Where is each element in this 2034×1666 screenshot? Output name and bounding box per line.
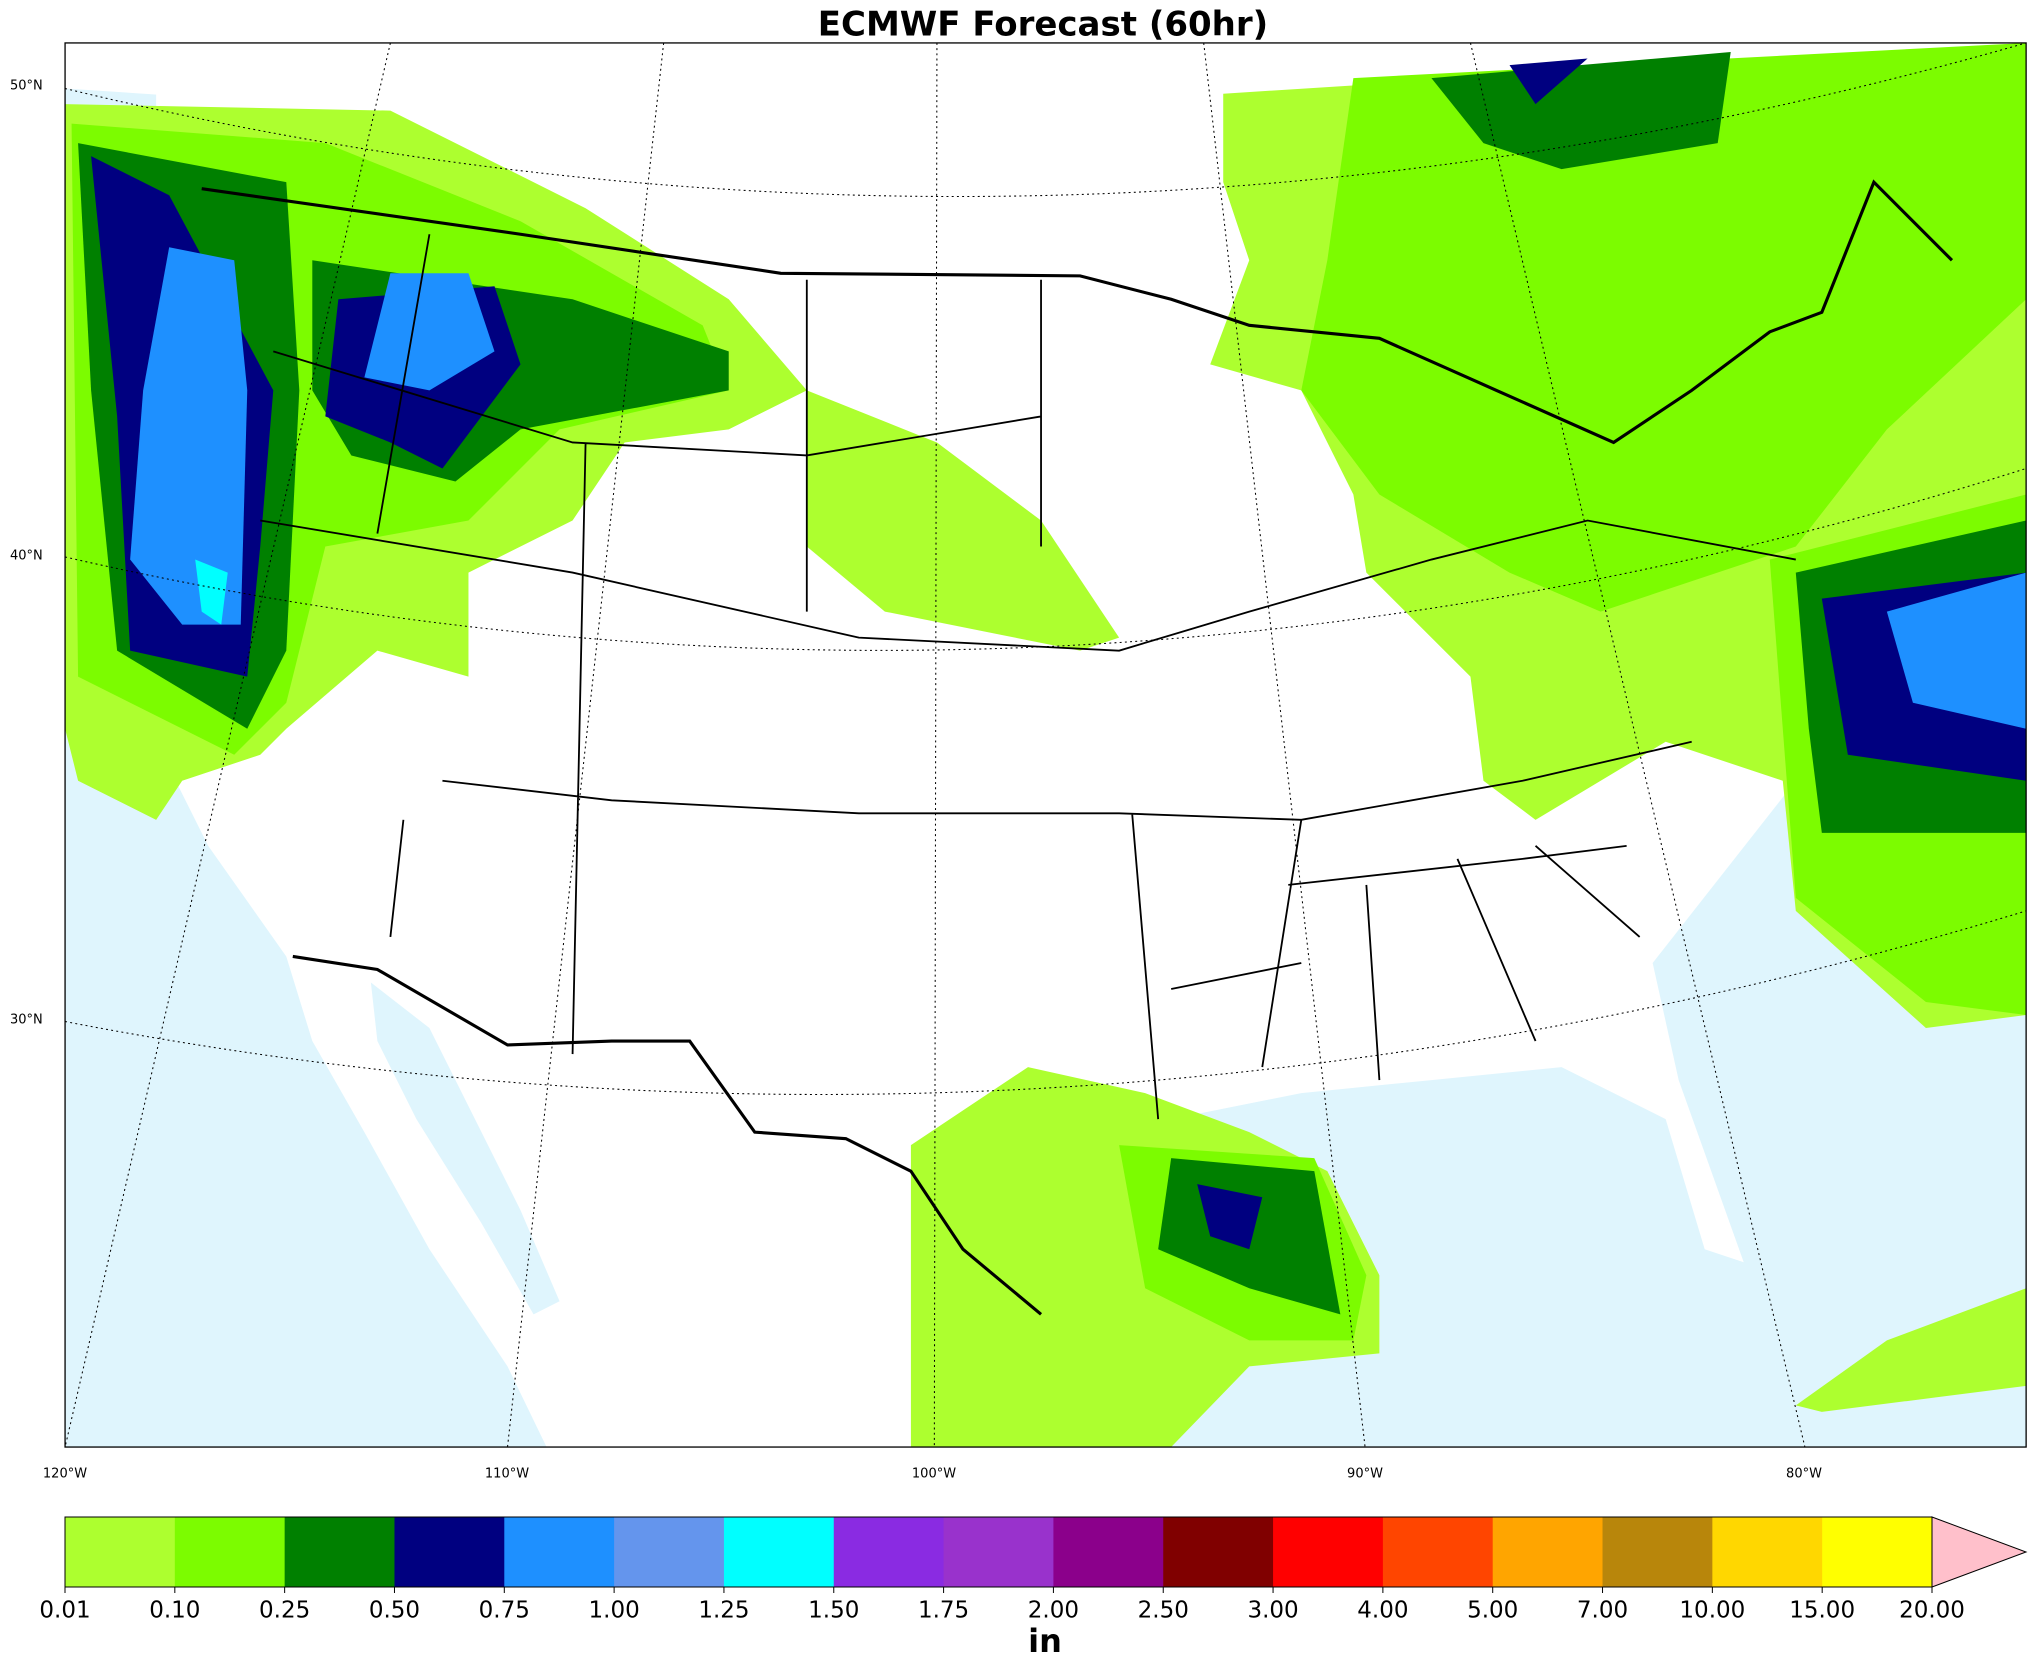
colorbar-tick-label: 0.25 xyxy=(259,1598,310,1624)
colorbar-segment xyxy=(1382,1517,1494,1587)
lat-label: 30°N xyxy=(10,1013,43,1028)
lon-label: 90°W xyxy=(1347,1467,1383,1482)
precip-fields xyxy=(65,42,2027,1448)
lat-label: 40°N xyxy=(10,549,43,564)
colorbar-tick-label: 20.00 xyxy=(1899,1598,1965,1624)
lon-label: 110°W xyxy=(485,1467,529,1482)
colorbar-segment xyxy=(1822,1517,1933,1587)
colorbar-tick-label: 1.75 xyxy=(918,1598,969,1624)
colorbar: 0.01 0.10 0.25 0.50 0.75 1.00 1.25 1.50 1.75 2.00… xyxy=(39,1516,2028,1624)
colorbar-tick-label: 1.50 xyxy=(808,1598,859,1624)
colorbar-segment xyxy=(1053,1517,1164,1587)
title: ECMWF Forecast (60hr) xyxy=(818,5,1268,45)
colorbar-segment xyxy=(174,1517,286,1587)
colorbar-tick-label: 3.00 xyxy=(1247,1598,1298,1624)
map-frame xyxy=(64,42,2027,1448)
colorbar-tick-label: 4.00 xyxy=(1357,1598,1408,1624)
colorbar-segment xyxy=(504,1517,615,1587)
colorbar-frame xyxy=(64,1516,1933,1588)
colorbar-segment xyxy=(1712,1517,1823,1587)
lon-label: 80°W xyxy=(1786,1467,1822,1482)
colorbar-tick-label: 2.00 xyxy=(1028,1598,1079,1624)
map xyxy=(64,42,2027,1448)
colorbar-tick-label: 0.10 xyxy=(149,1598,200,1624)
colorbar-segment xyxy=(1492,1517,1604,1587)
colorbar-segment xyxy=(614,1517,725,1587)
outside-domain xyxy=(65,42,495,115)
colorbar-segment xyxy=(1163,1517,1274,1587)
borders xyxy=(201,179,1954,1316)
colorbar-tick-label: 0.75 xyxy=(479,1598,530,1624)
colorbar-extend xyxy=(1931,1516,2028,1588)
lat-label: 50°N xyxy=(10,79,43,94)
colorbar-segment xyxy=(1273,1517,1384,1587)
lon-label: 100°W xyxy=(912,1467,956,1482)
lon-label: 120°W xyxy=(43,1467,87,1482)
colorbar-segment xyxy=(394,1517,505,1587)
colorbar-tick-label: 5.00 xyxy=(1467,1598,1518,1624)
colorbar-tick-label: 0.01 xyxy=(39,1598,90,1624)
outside-domain xyxy=(1223,42,2027,94)
colorbar-segment xyxy=(723,1517,835,1587)
gulf-of-california xyxy=(370,982,560,1315)
colorbar-tick-label: 1.25 xyxy=(698,1598,749,1624)
colorbar-tick-label: 7.00 xyxy=(1577,1598,1628,1624)
colorbar-tick-label: 1.00 xyxy=(589,1598,640,1624)
colorbar-tick-label: 15.00 xyxy=(1789,1598,1855,1624)
colorbar-label: in xyxy=(1028,1622,1062,1660)
colorbar-tick-label: 2.50 xyxy=(1138,1598,1189,1624)
colorbar-tick-label: 10.00 xyxy=(1679,1598,1745,1624)
colorbar-segment xyxy=(943,1517,1054,1587)
colorbar-segment xyxy=(65,1517,176,1587)
colorbar-segment xyxy=(1602,1517,1713,1587)
colorbar-segment xyxy=(284,1517,395,1587)
colorbar-segment xyxy=(833,1517,945,1587)
colorbar-tick-label: 0.50 xyxy=(369,1598,420,1624)
